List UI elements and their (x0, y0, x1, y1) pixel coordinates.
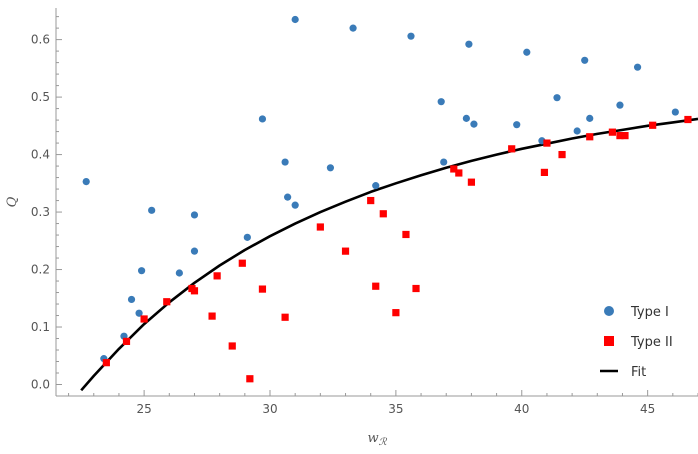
type-ii-point (540, 168, 549, 176)
type-i-point (671, 108, 679, 116)
x-tick-label: 25 (136, 402, 151, 416)
type-i-point (573, 127, 581, 135)
x-axis-title-sub: ℛ (379, 437, 388, 448)
type-i-point (470, 120, 478, 128)
type-ii-point (450, 165, 458, 173)
y-tick-label: 0.1 (31, 320, 50, 334)
type-ii-point (616, 132, 624, 140)
y-tick-label: 0.4 (31, 148, 50, 162)
type-ii-point (412, 284, 420, 293)
legend-label: Type I (630, 305, 669, 320)
y-tick-label: 0.2 (31, 263, 50, 277)
type-ii-point (122, 337, 131, 345)
legend-label: Fit (631, 365, 646, 380)
type-ii-point (372, 282, 380, 290)
y-tick-label: 0.6 (31, 33, 50, 47)
x-axis-title-main: w (367, 431, 378, 446)
type-ii-point (190, 287, 199, 295)
type-ii-point (163, 298, 171, 306)
type-ii-point (316, 223, 324, 231)
type-ii-point (102, 359, 110, 367)
fit-layer (80, 117, 698, 392)
type-ii-point (379, 210, 387, 218)
type-i-point (633, 63, 642, 71)
type-i-point (82, 177, 90, 186)
fit-curve (80, 117, 698, 392)
y-axis-title: Q (5, 196, 20, 207)
x-tick-label: 40 (514, 402, 529, 416)
type-i-point (135, 309, 143, 317)
x-tick-label: 30 (262, 402, 277, 416)
type-ii-point (684, 115, 692, 124)
type-ii-point (341, 247, 350, 255)
type-i-point (523, 48, 531, 56)
points-layer (82, 15, 692, 383)
type-i-point (349, 24, 357, 32)
type-ii-point (402, 230, 410, 239)
type-i-point (190, 211, 199, 219)
type-i-point (138, 267, 146, 275)
type-ii-point (208, 312, 216, 320)
type-ii-point (392, 309, 400, 317)
type-i-point (243, 233, 251, 241)
type-i-point (437, 98, 445, 106)
type-ii-point (238, 259, 246, 267)
type-ii-point (281, 313, 289, 321)
type-ii-point (558, 150, 566, 159)
y-tick-label: 0.3 (31, 205, 50, 219)
type-i-point (407, 32, 415, 40)
type-i-point (175, 269, 183, 277)
type-ii-point (649, 121, 657, 129)
legend: Type I Type II Fit (600, 305, 673, 380)
type-i-point (513, 121, 521, 129)
type-i-point (440, 158, 448, 166)
legend-marker-type-i (604, 306, 614, 316)
type-ii-point (586, 133, 594, 141)
type-i-point (616, 101, 624, 109)
x-tick-label: 35 (388, 402, 403, 416)
type-i-point (258, 115, 267, 123)
y-tick-label: 0.0 (31, 378, 50, 392)
type-ii-point (213, 272, 221, 280)
type-ii-point (455, 169, 463, 177)
axes: 25 30 35 40 45 0.0 0.1 0.2 0.3 0.4 0.5 0.6 (31, 8, 698, 416)
type-i-point (581, 56, 589, 64)
type-i-point (127, 295, 136, 304)
type-i-point (465, 40, 473, 48)
type-i-point (462, 114, 470, 122)
type-i-point (372, 182, 380, 190)
type-ii-point (543, 139, 551, 147)
legend-label: Type II (630, 335, 673, 350)
type-i-point (190, 247, 199, 255)
type-i-point (553, 94, 561, 102)
type-ii-point (621, 132, 629, 140)
type-i-point (281, 158, 289, 166)
type-i-point (586, 114, 594, 122)
type-i-point (326, 164, 335, 172)
legend-marker-type-ii (604, 336, 614, 346)
type-ii-point (467, 178, 476, 186)
type-ii-point (508, 145, 516, 153)
type-i-point (148, 206, 156, 214)
x-axis-title: wℛ (367, 431, 387, 448)
type-ii-point (246, 375, 254, 383)
x-tick-label: 45 (640, 402, 655, 416)
type-i-point (284, 193, 292, 201)
type-ii-point (367, 196, 375, 205)
y-tick-label: 0.5 (31, 90, 50, 104)
type-ii-point (140, 315, 148, 323)
type-i-point (291, 201, 299, 209)
type-ii-point (228, 342, 236, 350)
type-i-point (291, 15, 299, 24)
type-ii-point (258, 285, 267, 293)
type-ii-point (608, 128, 616, 136)
